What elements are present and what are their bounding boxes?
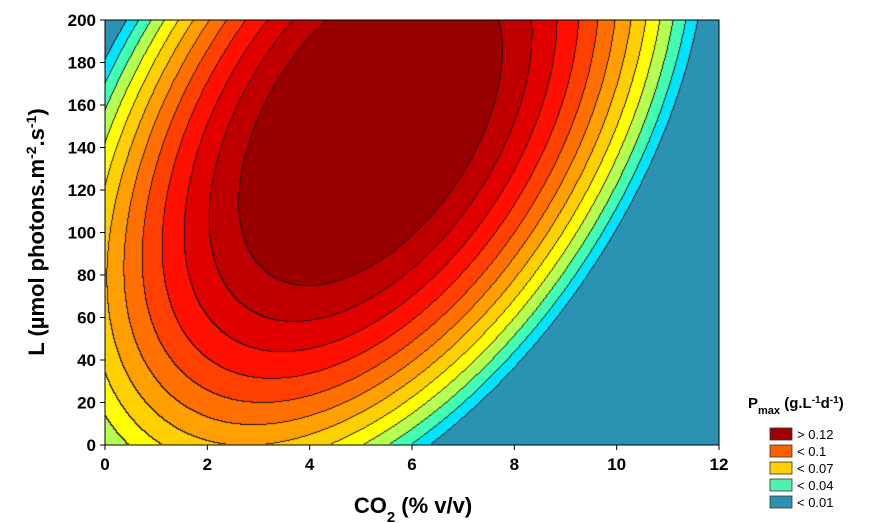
y-tick-label: 140 (68, 139, 96, 158)
legend-label: < 0.04 (797, 478, 834, 493)
x-tick-label: 10 (607, 455, 626, 474)
contour-surface (105, 20, 719, 445)
x-tick-label: 12 (710, 455, 729, 474)
y-tick-label: 20 (77, 394, 96, 413)
legend-swatch (769, 427, 793, 441)
x-tick-label: 0 (100, 455, 109, 474)
legend-swatch (769, 495, 793, 509)
y-tick-label: 180 (68, 54, 96, 73)
y-tick-label: 120 (68, 181, 96, 200)
x-tick-label: 6 (407, 455, 416, 474)
legend-swatch (769, 461, 793, 475)
x-axis-title: CO2 (% v/v) (354, 493, 472, 523)
y-axis: 0 20 40 60 80 100 120 140 160 180 200 (68, 11, 105, 455)
y-tick-label: 0 (87, 436, 96, 455)
legend: Pmax (g.L-1d-1) > 0.12 < 0.1 < 0.07 < 0.04 <… (748, 395, 844, 511)
legend-items: > 0.12 < 0.1 < 0.07 < 0.04 < 0.01 (769, 427, 834, 510)
x-tick-label: 8 (510, 455, 519, 474)
x-axis: 0 2 4 6 8 10 12 (100, 445, 728, 474)
legend-swatch (769, 478, 793, 492)
legend-label: < 0.1 (797, 444, 826, 459)
y-axis-title: L (µmol photons.m-2.s-1) (23, 108, 49, 355)
legend-swatch (769, 444, 793, 458)
y-tick-label: 60 (77, 309, 96, 328)
x-tick-label: 4 (305, 455, 315, 474)
y-tick-label: 160 (68, 96, 96, 115)
x-tick-label: 2 (203, 455, 212, 474)
y-tick-label: 40 (77, 351, 96, 370)
legend-label: < 0.01 (797, 495, 834, 510)
legend-title: Pmax (g.L-1d-1) (748, 395, 844, 418)
contour-fill (105, 20, 719, 445)
legend-label: < 0.07 (797, 461, 834, 476)
y-tick-label: 200 (68, 11, 96, 30)
y-tick-label: 100 (68, 224, 96, 243)
legend-label: > 0.12 (797, 427, 834, 442)
y-tick-label: 80 (77, 266, 96, 285)
